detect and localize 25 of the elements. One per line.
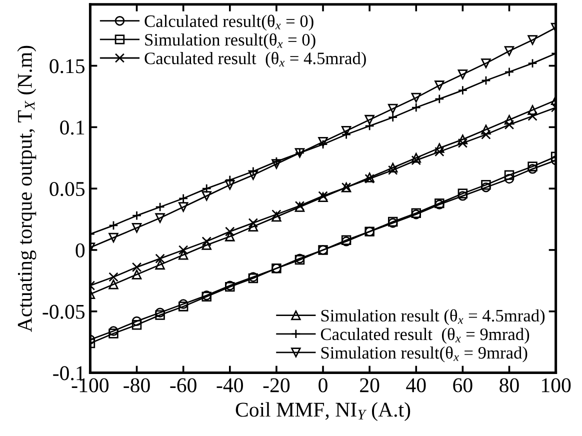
- y-tick-label: -0.05: [42, 304, 85, 319]
- x-tick-label: -100: [72, 378, 109, 392]
- x-tick-label: -80: [124, 378, 150, 392]
- x-tick-label: 20: [360, 378, 380, 392]
- x-axis-title: Coil MMF, NI$_{Y}$ (A.t): [236, 402, 410, 421]
- x-tick-label: 80: [500, 378, 519, 392]
- y-axis-title: Actuating torque output, T$_{X}$ (N.m): [17, 46, 36, 332]
- y-tick-label: 0.15: [50, 59, 85, 74]
- legend-label: Calculated result(θ$_{x}$ = 0): [144, 14, 314, 31]
- x-tick-label: 100: [542, 378, 571, 392]
- y-tick-label: 0.05: [50, 182, 85, 196]
- legend-label: Caculated result (θ$_{x}$ = 4.5mrad): [144, 52, 366, 68]
- x-tick-label: -40: [216, 378, 243, 392]
- x-tick-label: -20: [263, 378, 290, 392]
- legend-label: Simulation result(θ$_{x}$ = 9mrad): [321, 346, 528, 362]
- x-tick-label: 0: [318, 378, 328, 392]
- legend-label: Simulation result (θ$_{x}$ = 4.5mrad): [321, 309, 545, 326]
- legend-label: Caculated result (θ$_{x}$ = 9mrad): [320, 328, 530, 344]
- x-tick-label: 40: [406, 378, 426, 392]
- x-tick-label: 60: [453, 378, 472, 392]
- y-tick-label: 0.1: [60, 120, 84, 135]
- y-tick-label: -0.1: [53, 366, 84, 380]
- legend-label: Simulation result(θ$_{x}$ = 0): [145, 33, 316, 50]
- x-tick-label: -60: [170, 378, 196, 392]
- y-tick-label: 0: [76, 243, 85, 258]
